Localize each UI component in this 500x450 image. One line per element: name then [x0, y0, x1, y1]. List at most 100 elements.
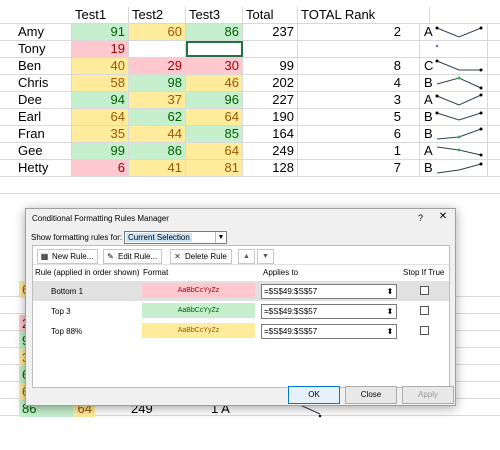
- range-picker-icon[interactable]: ⬍: [386, 287, 394, 296]
- range-picker-icon[interactable]: ⬍: [386, 307, 394, 316]
- applies-to-field[interactable]: =$S$49:$S$57 ⬍: [261, 304, 397, 319]
- cell-rank[interactable]: 1: [298, 143, 420, 159]
- table-row: Ben 40 29 30 99 8 C: [0, 58, 500, 75]
- ok-button[interactable]: OK: [288, 386, 340, 404]
- close-button[interactable]: Close: [345, 386, 397, 404]
- cell-test2[interactable]: 41: [129, 160, 186, 176]
- cell-test1[interactable]: 40: [72, 58, 129, 74]
- edit-rule-label: Edit Rule...: [118, 252, 158, 261]
- col-header-total-rank[interactable]: TOTAL Rank: [298, 7, 430, 23]
- cell-test3[interactable]: 86: [186, 24, 243, 40]
- cell-total[interactable]: 99: [243, 58, 298, 74]
- cell-test3[interactable]: 30: [186, 58, 243, 74]
- cell-test3[interactable]: 81: [186, 160, 243, 176]
- cell-test1[interactable]: 99: [72, 143, 129, 159]
- col-header-test2[interactable]: Test2: [129, 7, 186, 23]
- cell-test1[interactable]: 94: [72, 92, 129, 108]
- sparkline: [430, 75, 488, 91]
- cell-name[interactable]: Dee: [15, 92, 72, 108]
- cell-test2[interactable]: [129, 41, 186, 57]
- cell-grade[interactable]: B: [424, 75, 433, 90]
- rule-row-top-88[interactable]: Top 88% AaBbCcYyZz =$S$49:$S$57 ⬍: [33, 321, 449, 341]
- apply-button[interactable]: Apply: [402, 386, 454, 404]
- new-rule-button[interactable]: ▦ New Rule...: [37, 249, 99, 264]
- cell-rank[interactable]: 6: [298, 126, 420, 142]
- cell-name[interactable]: Ben: [15, 58, 72, 74]
- cell-test3[interactable]: 46: [186, 75, 243, 91]
- cell-test3[interactable]: 64: [186, 143, 243, 159]
- cell-total[interactable]: 227: [243, 92, 298, 108]
- edit-rule-button[interactable]: ✎ Edit Rule...: [103, 249, 163, 264]
- cell-test2[interactable]: 60: [129, 24, 186, 40]
- cell-test2[interactable]: 98: [129, 75, 186, 91]
- cell-name[interactable]: Chris: [15, 75, 72, 91]
- cell-grade[interactable]: A: [424, 92, 433, 107]
- cell-rank[interactable]: [298, 41, 420, 57]
- cell-test1[interactable]: 6: [72, 160, 129, 176]
- cell-grade[interactable]: B: [424, 160, 433, 175]
- stop-if-true-checkbox[interactable]: [420, 326, 429, 335]
- column-header-format: Format: [143, 268, 169, 277]
- col-header-test1[interactable]: Test1: [72, 7, 129, 23]
- chevron-down-icon[interactable]: ▼: [215, 232, 226, 243]
- cell-test2[interactable]: 29: [129, 58, 186, 74]
- col-header-total[interactable]: Total: [243, 7, 298, 23]
- cell-total[interactable]: 164: [243, 126, 298, 142]
- cell-test1[interactable]: 19: [72, 41, 129, 57]
- cell-test3-selected[interactable]: [186, 41, 243, 57]
- cell-rank[interactable]: 2: [298, 24, 420, 40]
- cell-test2[interactable]: 44: [129, 126, 186, 142]
- cell-rank[interactable]: 8: [298, 58, 420, 74]
- cell-test3[interactable]: 64: [186, 109, 243, 125]
- cell-test2[interactable]: 37: [129, 92, 186, 108]
- cell-name[interactable]: Gee: [15, 143, 72, 159]
- col-header-test3[interactable]: Test3: [186, 7, 243, 23]
- new-rule-label: New Rule...: [52, 252, 94, 261]
- cell-name[interactable]: Amy: [15, 24, 72, 40]
- show-rules-label: Show formatting rules for:: [31, 233, 123, 242]
- cell-grade[interactable]: B: [424, 109, 433, 124]
- cell-test1[interactable]: 58: [72, 75, 129, 91]
- cell-test2[interactable]: 62: [129, 109, 186, 125]
- show-rules-select[interactable]: Current Selection ▼: [124, 231, 227, 244]
- applies-to-field[interactable]: =$S$49:$S$57 ⬍: [261, 324, 397, 339]
- cell-test3[interactable]: 96: [186, 92, 243, 108]
- help-icon[interactable]: ?: [418, 213, 424, 223]
- applies-to-value: =$S$49:$S$57: [264, 327, 318, 336]
- cell-total[interactable]: 190: [243, 109, 298, 125]
- applies-to-field[interactable]: =$S$49:$S$57 ⬍: [261, 284, 397, 299]
- move-down-button[interactable]: ▼: [257, 249, 274, 264]
- cell-total[interactable]: 202: [243, 75, 298, 91]
- cell-test1[interactable]: 64: [72, 109, 129, 125]
- close-icon[interactable]: ✕: [438, 211, 448, 222]
- cell-test2[interactable]: 86: [129, 143, 186, 159]
- cell-grade[interactable]: A: [424, 24, 433, 39]
- cell-name[interactable]: Fran: [15, 126, 72, 142]
- cell-grade[interactable]: A: [424, 143, 433, 158]
- cell-grade[interactable]: B: [424, 126, 433, 141]
- cell-name[interactable]: Tony: [15, 41, 72, 57]
- cell-rank[interactable]: 3: [298, 92, 420, 108]
- cell-test1[interactable]: 91: [72, 24, 129, 40]
- table-row: Dee 94 37 96 227 3 A: [0, 92, 500, 109]
- applies-to-value: =$S$49:$S$57: [264, 287, 318, 296]
- cell-total[interactable]: 249: [243, 143, 298, 159]
- range-picker-icon[interactable]: ⬍: [386, 327, 394, 336]
- cell-name[interactable]: Earl: [15, 109, 72, 125]
- cell-rank[interactable]: 4: [298, 75, 420, 91]
- delete-rule-button[interactable]: ✕ Delete Rule: [170, 249, 232, 264]
- rule-row-bottom-1[interactable]: Bottom 1 AaBbCcYyZz =$S$49:$S$57 ⬍: [33, 281, 449, 301]
- cell-grade[interactable]: C: [424, 58, 434, 73]
- cell-rank[interactable]: 5: [298, 109, 420, 125]
- stop-if-true-checkbox[interactable]: [420, 306, 429, 315]
- cell-test3[interactable]: 85: [186, 126, 243, 142]
- move-up-button[interactable]: ▲: [238, 249, 255, 264]
- cell-total[interactable]: [243, 41, 298, 57]
- cell-total[interactable]: 128: [243, 160, 298, 176]
- cell-rank[interactable]: 7: [298, 160, 420, 176]
- cell-test1[interactable]: 35: [72, 126, 129, 142]
- rule-row-top-3[interactable]: Top 3 AaBbCcYyZz =$S$49:$S$57 ⬍: [33, 301, 449, 321]
- stop-if-true-checkbox[interactable]: [420, 286, 429, 295]
- cell-total[interactable]: 237: [243, 24, 298, 40]
- cell-name[interactable]: Hetty: [15, 160, 72, 176]
